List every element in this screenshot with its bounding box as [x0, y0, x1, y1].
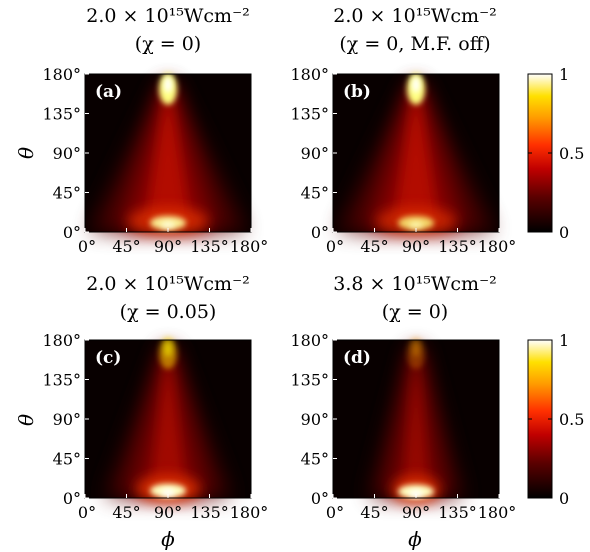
heat-top-spot [412, 341, 420, 358]
y-tick-label: 180° [290, 331, 329, 350]
heat-bottom-spot [161, 489, 175, 497]
y-tick-label: 0° [311, 223, 329, 242]
x-tick-label: 0° [326, 503, 344, 522]
panel-d-heatmap [369, 337, 463, 504]
x-tick-label: 135° [438, 237, 477, 256]
heat-top-spot [412, 76, 420, 93]
x-tick-label: 0° [78, 237, 96, 256]
panel-b: 2.0 × 10¹⁵Wcm⁻² (χ = 0, M.F. off) (b) 0°… [290, 5, 516, 256]
colorbar-tick-label: 1 [559, 65, 569, 84]
panel-a-title-line1: 2.0 × 10¹⁵Wcm⁻² [86, 5, 249, 27]
y-tick-label: 45° [53, 450, 81, 469]
panel-d-label: (d) [343, 348, 371, 368]
y-tick-label: 90° [301, 410, 329, 429]
y-tick-label: 180° [290, 65, 329, 84]
x-tick-label: 135° [438, 503, 477, 522]
panel-a: 2.0 × 10¹⁵Wcm⁻² (χ = 0) (a) 0° 45° 90° 135°… [14, 5, 268, 256]
panel-c-y-label: θ [14, 414, 38, 426]
colorbar-tick-label: 0.5 [559, 144, 584, 163]
colorbar-bottom-ticks: 00.51 [528, 331, 584, 508]
heat-bottom-spot [161, 221, 175, 229]
panel-d-y-ticks: 0° 45° 90° 135° 180° [290, 331, 337, 508]
y-tick-label: 90° [301, 144, 329, 163]
y-tick-label: 45° [301, 184, 329, 203]
heat-bottom-spot [409, 221, 423, 229]
colorbar-tick-label: 0 [559, 223, 569, 242]
x-tick-label: 135° [190, 237, 229, 256]
panel-d: 3.8 × 10¹⁵Wcm⁻² (χ = 0) (d) 0° 45° 90° 135°… [290, 273, 516, 551]
y-tick-label: 0° [63, 223, 81, 242]
x-tick-label: 90° [402, 503, 430, 522]
y-tick-label: 135° [290, 105, 329, 124]
panel-b-heatmap [338, 72, 494, 235]
panel-a-y-ticks: 0° 45° 90° 135° 180° [42, 65, 89, 242]
x-tick-label: 180° [230, 237, 269, 256]
heat-bottom-spot [409, 490, 423, 498]
panel-c-x-ticks: 0° 45° 90° 135° 180° [78, 494, 268, 522]
panel-c-label: (c) [95, 348, 121, 368]
panel-b-title-line1: 2.0 × 10¹⁵Wcm⁻² [333, 5, 496, 27]
x-tick-label: 90° [402, 237, 430, 256]
panel-c-y-ticks: 0° 45° 90° 135° 180° [42, 331, 89, 508]
panel-a-y-label: θ [14, 147, 38, 159]
panel-a-title-line2: (χ = 0) [135, 33, 201, 55]
y-tick-label: 180° [42, 331, 81, 350]
x-tick-label: 90° [154, 503, 182, 522]
panel-d-title-line1: 3.8 × 10¹⁵Wcm⁻² [333, 273, 496, 295]
x-tick-label: 45° [360, 237, 388, 256]
x-tick-label: 45° [112, 503, 140, 522]
colorbar-bottom: 00.51 [527, 331, 584, 508]
panel-c-title-line2: (χ = 0.05) [120, 301, 217, 323]
panel-a-x-ticks: 0° 45° 90° 135° 180° [78, 228, 268, 256]
colorbar-tick-label: 0 [559, 489, 569, 508]
y-tick-label: 45° [53, 184, 81, 203]
x-tick-label: 135° [190, 503, 229, 522]
colorbar-top-ticks: 00.51 [528, 65, 584, 242]
panel-a-heatmap [90, 72, 246, 235]
x-tick-label: 0° [78, 503, 96, 522]
panel-b-label: (b) [343, 82, 371, 102]
y-tick-label: 180° [42, 65, 81, 84]
x-tick-label: 180° [230, 503, 269, 522]
y-tick-label: 0° [311, 489, 329, 508]
y-tick-label: 135° [42, 371, 81, 390]
x-tick-label: 45° [360, 503, 388, 522]
panel-c: 2.0 × 10¹⁵Wcm⁻² (χ = 0.05) (c) 0° 45° 90° 1… [14, 273, 268, 551]
y-tick-label: 45° [301, 450, 329, 469]
panel-a-label: (a) [95, 82, 122, 102]
y-tick-label: 90° [53, 144, 81, 163]
panel-c-x-label: ϕ [161, 527, 175, 551]
panel-c-title-line1: 2.0 × 10¹⁵Wcm⁻² [86, 273, 249, 295]
x-tick-label: 180° [478, 503, 517, 522]
y-tick-label: 135° [290, 371, 329, 390]
panel-d-x-ticks: 0° 45° 90° 135° 180° [326, 494, 516, 522]
panel-b-y-ticks: 0° 45° 90° 135° 180° [290, 65, 337, 242]
y-tick-label: 0° [63, 489, 81, 508]
y-tick-label: 90° [53, 410, 81, 429]
x-tick-label: 180° [478, 237, 517, 256]
panel-b-x-ticks: 0° 45° 90° 135° 180° [326, 228, 516, 256]
colorbar-tick-label: 1 [559, 331, 569, 350]
heat-top-spot [164, 341, 172, 358]
panel-d-title-line2: (χ = 0) [382, 301, 448, 323]
panel-b-title-line2: (χ = 0, M.F. off) [339, 33, 490, 55]
x-tick-label: 45° [112, 237, 140, 256]
y-tick-label: 135° [42, 105, 81, 124]
colorbar-top: 00.51 [527, 65, 584, 242]
panel-d-x-label: ϕ [408, 527, 422, 551]
x-tick-label: 0° [326, 237, 344, 256]
panel-c-heatmap [105, 337, 231, 503]
colorbar-tick-label: 0.5 [559, 410, 584, 429]
heat-top-spot [164, 76, 172, 93]
x-tick-label: 90° [154, 237, 182, 256]
